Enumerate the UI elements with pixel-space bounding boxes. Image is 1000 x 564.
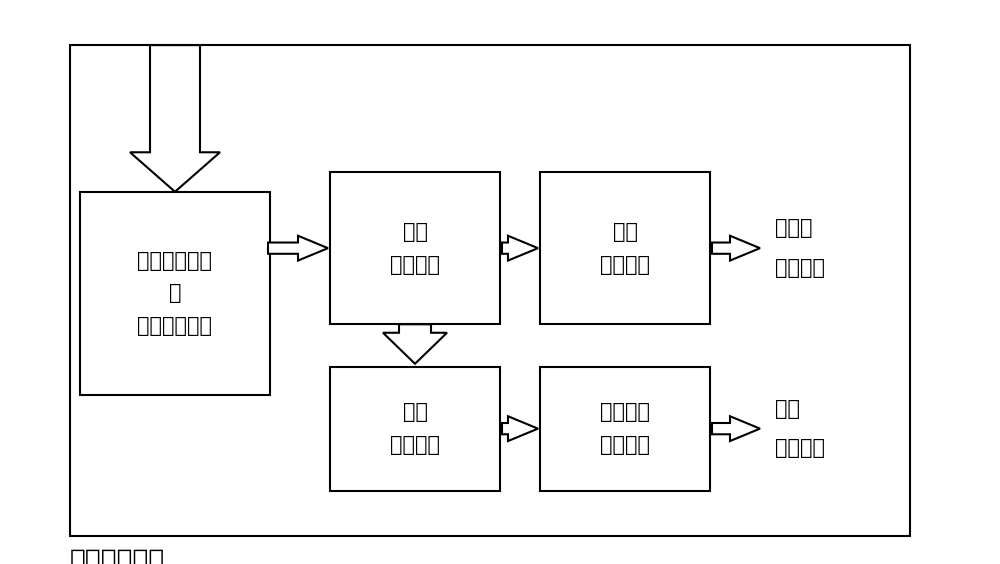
Bar <box>540 367 710 491</box>
Bar <box>330 367 500 491</box>
Polygon shape <box>712 416 760 441</box>
Bar <box>330 172 500 324</box>
Text: 调制驱动: 调制驱动 <box>600 254 650 275</box>
Bar <box>80 192 270 395</box>
Text: 信号解调: 信号解调 <box>390 254 440 275</box>
Polygon shape <box>502 236 538 261</box>
Text: 模块: 模块 <box>612 222 638 242</box>
Text: 数字计算: 数字计算 <box>390 435 440 455</box>
Bar <box>540 172 710 324</box>
Text: 调制器驱: 调制器驱 <box>775 258 825 278</box>
Text: 模块: 模块 <box>402 402 428 422</box>
Text: 模数转换模块: 模数转换模块 <box>138 250 212 271</box>
Text: 与: 与 <box>169 283 181 303</box>
Text: 电流信息: 电流信息 <box>600 435 650 455</box>
Text: 光电信号输入: 光电信号输入 <box>70 547 165 564</box>
Text: 信息: 信息 <box>775 399 800 419</box>
Polygon shape <box>130 45 220 192</box>
Polygon shape <box>383 324 447 364</box>
Polygon shape <box>268 236 328 261</box>
Polygon shape <box>502 416 538 441</box>
Text: 动信号: 动信号 <box>775 218 812 239</box>
Text: 光电信号调理: 光电信号调理 <box>138 316 212 336</box>
Polygon shape <box>712 236 760 261</box>
Text: 输出模块: 输出模块 <box>600 402 650 422</box>
Text: 检测电流: 检测电流 <box>775 438 825 459</box>
Text: 模块: 模块 <box>402 222 428 242</box>
Bar <box>70 45 910 536</box>
